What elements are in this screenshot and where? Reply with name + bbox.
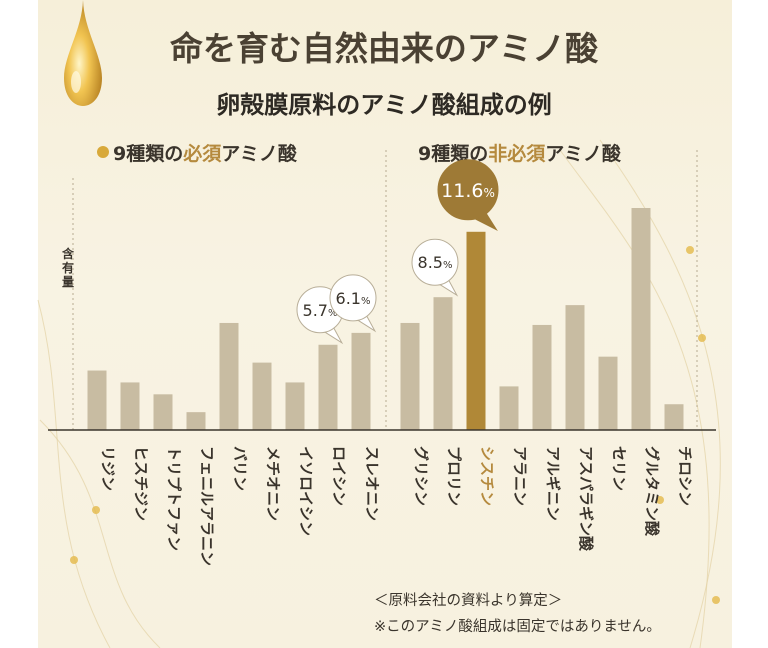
callout-value-4: 11.6% <box>441 180 495 202</box>
bar-15 <box>565 305 585 430</box>
sparkle-dot <box>70 556 78 564</box>
decor-curve <box>599 139 721 648</box>
decor-curve <box>37 299 111 648</box>
x-tick-label-2: ヒスチジン <box>132 446 150 521</box>
chart-card <box>38 0 732 648</box>
bar-10 <box>400 322 420 430</box>
x-tick-label-6: メチオニン <box>264 446 282 521</box>
bar-16 <box>598 356 618 430</box>
x-tick-label-7: イソロイシン <box>297 446 315 536</box>
decor-curve <box>39 419 161 648</box>
x-labels-layer: リジン ヒスチジン トリプトファン フェニルアラニン バリン メチオニン イソロイシン ロイシ… <box>99 446 694 566</box>
bar-8 <box>318 344 338 430</box>
callout-value-1: 5.7% <box>303 301 338 320</box>
bar-4 <box>186 412 206 430</box>
callout-value-2: 6.1% <box>336 289 371 308</box>
callout-4: 11.6% <box>437 159 499 232</box>
callout-value-3: 8.5% <box>418 253 453 272</box>
chart-subtitle: 卵殻膜原料のアミノ酸組成の例 <box>216 91 552 119</box>
sparkle-dot <box>686 246 694 254</box>
x-tick-label-13: アラニン <box>511 446 529 506</box>
x-tick-label-17: グルタミン酸 <box>643 446 661 537</box>
y-axis-label: 含有量 <box>62 246 75 289</box>
x-tick-label-18: チロシン <box>676 446 694 506</box>
x-tick-label-12: シスチン <box>478 446 496 506</box>
bar-2 <box>120 382 140 430</box>
x-tick-label-4: フェニルアラニン <box>198 446 216 566</box>
bar-7 <box>285 382 305 430</box>
bar-14 <box>532 324 552 430</box>
nonessential-group-label: 9種類の非必須アミノ酸 <box>418 142 622 165</box>
group-bullet-icon <box>97 146 109 158</box>
sparkle-dot <box>698 334 706 342</box>
x-tick-label-10: グリシン <box>412 446 430 506</box>
bar-17 <box>631 208 651 430</box>
decor-curve <box>559 149 710 648</box>
callouts-layer: 5.7%6.1% 8.5% 11.6% <box>296 159 499 345</box>
bar-5 <box>219 322 239 430</box>
source-footnote: ＜原料会社の資料より算定＞ <box>374 592 562 609</box>
sparkle-dot <box>656 496 664 504</box>
bar-12 <box>466 231 486 430</box>
bar-11 <box>433 297 453 430</box>
x-tick-label-9: スレオニン <box>363 446 381 521</box>
chart-title: 命を育む自然由来のアミノ酸 <box>170 29 599 68</box>
bar-3 <box>153 394 173 430</box>
disclaimer-footnote: ※このアミノ酸組成は固定ではありません。 <box>374 618 661 635</box>
x-tick-label-8: ロイシン <box>330 446 348 506</box>
bar-6 <box>252 362 272 430</box>
callout-2: 6.1% <box>329 274 377 333</box>
bar-18 <box>664 404 684 430</box>
bar-1 <box>87 370 107 430</box>
decoration-lines <box>37 139 721 648</box>
callout-3: 8.5% <box>411 238 459 297</box>
sparkle-dot <box>712 596 720 604</box>
bar-13 <box>499 386 519 430</box>
x-tick-label-15: アスパラギン酸 <box>577 446 595 552</box>
bars-layer <box>87 208 684 430</box>
x-tick-label-3: トリプトファン <box>165 446 183 551</box>
essential-group-label: 9種類の必須アミノ酸 <box>113 142 298 165</box>
x-tick-label-5: バリン <box>231 446 249 491</box>
x-tick-label-1: リジン <box>99 446 117 491</box>
x-tick-label-11: プロリン <box>445 446 463 506</box>
bar-9 <box>351 332 371 430</box>
x-tick-label-14: アルギニン <box>544 446 562 521</box>
golden-drop-icon <box>64 0 102 106</box>
sparkle-dot <box>92 506 100 514</box>
x-tick-label-16: セリン <box>610 446 628 491</box>
